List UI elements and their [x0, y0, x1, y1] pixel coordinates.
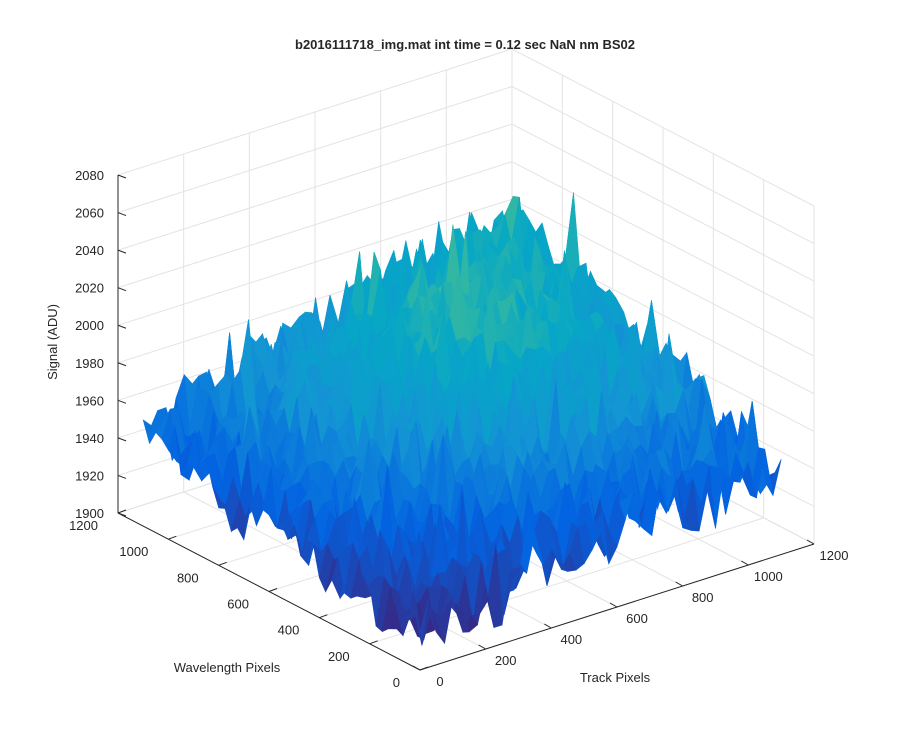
tick-labels: 0 200 400 600 800 1000 1200 0 200 400 600 800 1000 12… [69, 168, 848, 690]
z-tick [117, 437, 127, 442]
x-tick-label: 800 [692, 590, 714, 605]
surface-patch [413, 589, 429, 646]
z-tick [117, 362, 127, 367]
z-tick-label: 1920 [75, 468, 104, 483]
x-tick-label: 0 [436, 674, 443, 689]
z-tick-label: 2040 [75, 243, 104, 258]
y-tick-label: 600 [227, 597, 249, 612]
y-axis-label: Wavelength Pixels [174, 660, 281, 675]
x-tick [412, 665, 421, 671]
y-tick [168, 535, 177, 540]
z-tick-label: 1960 [75, 393, 104, 408]
y-tick-label: 200 [328, 649, 350, 664]
z-tick-label: 2020 [75, 281, 104, 296]
z-tick-label: 2000 [75, 318, 104, 333]
x-tick-label: 1200 [820, 548, 849, 563]
chart-title: b2016111718_img.mat int time = 0.12 sec … [295, 37, 635, 52]
x-tick-label: 200 [495, 653, 517, 668]
z-tick [117, 212, 127, 217]
y-tick-label: 1200 [69, 518, 98, 533]
y-tick-label: 0 [393, 675, 400, 690]
z-tick [117, 174, 127, 179]
y-tick-label: 1000 [119, 544, 148, 559]
grid-line [117, 48, 815, 207]
x-tick-label: 600 [626, 611, 648, 626]
x-tick [675, 581, 683, 587]
z-tick [117, 512, 127, 517]
z-tick-label: 2080 [75, 168, 104, 183]
axes-layer [117, 174, 815, 671]
y-tick [117, 509, 127, 514]
z-tick-label: 1900 [75, 506, 104, 521]
x-tick [544, 623, 552, 629]
z-tick [117, 399, 127, 404]
z-tick [117, 474, 127, 479]
z-tick [117, 324, 127, 329]
x-axis-label: Track Pixels [580, 670, 651, 685]
x-tick-label: 400 [560, 632, 582, 647]
z-axis-label: Signal (ADU) [45, 304, 60, 380]
y-tick [369, 640, 378, 645]
y-tick [268, 588, 278, 592]
grid-line [117, 86, 815, 244]
y-tick [218, 561, 227, 566]
x-tick [741, 560, 749, 566]
x-tick [478, 644, 486, 650]
x-tick [609, 602, 618, 608]
y-tick [419, 666, 429, 671]
grid-line [117, 123, 815, 282]
x-tick-label: 1000 [754, 569, 783, 584]
z-tick-label: 1940 [75, 431, 104, 446]
surface-layer [142, 192, 782, 646]
x-tick [806, 539, 815, 545]
z-tick [117, 287, 127, 292]
y-tick [319, 614, 328, 619]
y-tick-label: 400 [278, 623, 300, 638]
z-tick-label: 2060 [75, 206, 104, 221]
z-tick-label: 1980 [75, 356, 104, 371]
y-tick-label: 800 [177, 570, 199, 585]
grid-line [117, 161, 815, 320]
z-tick [117, 249, 127, 254]
